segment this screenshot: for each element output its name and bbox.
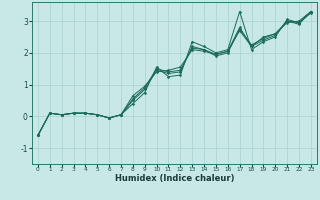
- X-axis label: Humidex (Indice chaleur): Humidex (Indice chaleur): [115, 174, 234, 183]
